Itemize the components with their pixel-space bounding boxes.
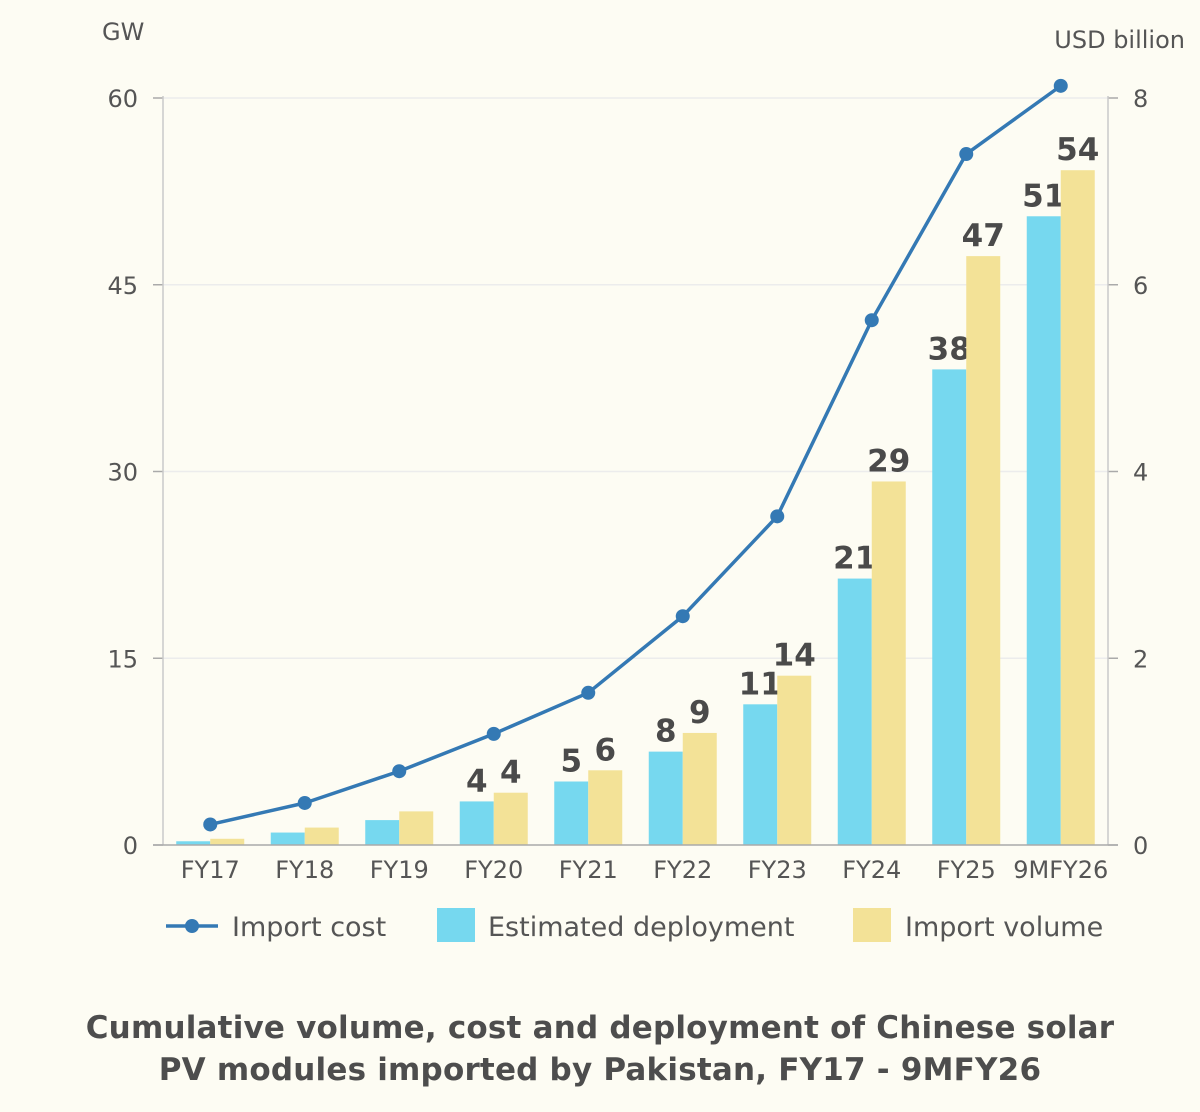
y-right-tick-label: 2 [1133, 645, 1148, 673]
bar-estimated-deployment [365, 820, 400, 845]
bar-import-volume [1060, 170, 1095, 845]
line-point-import-cost [203, 817, 218, 832]
bar-data-label: 4 [500, 755, 522, 791]
line-point-import-cost [297, 795, 312, 810]
x-tick-label: FY21 [559, 856, 618, 884]
bar-data-label: 14 [773, 638, 816, 674]
bar-import-volume [777, 675, 812, 845]
bar-import-volume [210, 838, 245, 845]
y-right-unit-label: USD billion [1054, 26, 1185, 54]
line-point-import-cost [675, 609, 690, 624]
y-left-tick-label: 0 [123, 832, 138, 860]
chart-title-line-2: PV modules imported by Pakistan, FY17 - … [158, 1052, 1042, 1088]
bar-import-volume [493, 792, 528, 845]
line-point-import-cost [1053, 78, 1068, 93]
bar-import-volume [399, 811, 434, 845]
bar-estimated-deployment [743, 704, 778, 845]
bar-estimated-deployment [554, 781, 589, 845]
legend-marker-import-cost [185, 919, 199, 933]
x-tick-label: FY25 [937, 856, 996, 884]
x-tick-label: 9MFY26 [1013, 856, 1108, 884]
bar-estimated-deployment [932, 369, 967, 845]
line-point-import-cost [486, 726, 501, 741]
bar-data-label: 51 [1022, 178, 1065, 214]
y-right-tick-label: 0 [1133, 832, 1148, 860]
bar-estimated-deployment [459, 801, 494, 845]
legend-swatch-import-volume [853, 908, 891, 942]
y-right-tick-label: 8 [1133, 85, 1148, 113]
line-point-import-cost [392, 764, 407, 779]
y-right-tick-label: 6 [1133, 272, 1148, 300]
bar-import-volume [304, 827, 339, 845]
bar-import-volume [871, 481, 906, 845]
bar-data-label: 21 [833, 541, 876, 577]
x-tick-label: FY23 [748, 856, 807, 884]
y-left-tick-label: 60 [107, 85, 138, 113]
line-import-cost [209, 84, 1062, 827]
bar-data-label: 11 [739, 666, 782, 702]
bar-data-label: 29 [867, 443, 910, 479]
bar-estimated-deployment [648, 751, 683, 845]
x-tick-label: FY18 [275, 856, 334, 884]
line-point-import-cost [959, 147, 974, 162]
bar-data-label: 38 [928, 331, 971, 367]
bar-data-label: 8 [655, 714, 677, 750]
bar-data-label: 47 [962, 218, 1005, 254]
bar-import-volume [588, 770, 623, 845]
y-left-tick-label: 30 [107, 459, 138, 487]
x-tick-label: FY24 [842, 856, 901, 884]
y-left-tick-label: 15 [107, 645, 138, 673]
bar-estimated-deployment [270, 832, 305, 845]
line-point-import-cost [864, 313, 879, 328]
bar-estimated-deployment [1026, 216, 1061, 845]
chart-title-line-1: Cumulative volume, cost and deployment o… [85, 1010, 1115, 1046]
x-tick-label: FY20 [464, 856, 523, 884]
y-left-unit-label: GW [102, 18, 144, 46]
bar-import-volume [682, 732, 717, 845]
bar-data-label: 5 [560, 744, 582, 780]
bar-import-volume [966, 256, 1001, 845]
bar-estimated-deployment [176, 841, 211, 845]
legend-label-import-cost: Import cost [232, 912, 386, 943]
x-tick-label: FY22 [653, 856, 712, 884]
x-tick-label: FY17 [181, 856, 240, 884]
bar-estimated-deployment [837, 578, 872, 845]
line-point-import-cost [581, 685, 596, 700]
line-point-import-cost [770, 509, 785, 524]
bar-data-label: 4 [466, 763, 488, 799]
legend-swatch-estimated-deployment [437, 908, 475, 942]
y-left-tick-label: 45 [107, 272, 138, 300]
bar-data-label: 6 [594, 732, 616, 768]
bar-data-label: 9 [689, 695, 711, 731]
legend-label-estimated-deployment: Estimated deployment [488, 912, 794, 943]
legend-label-import-volume: Import volume [905, 912, 1103, 943]
bar-data-label: 54 [1056, 132, 1099, 168]
x-tick-label: FY19 [370, 856, 429, 884]
y-right-tick-label: 4 [1133, 459, 1148, 487]
